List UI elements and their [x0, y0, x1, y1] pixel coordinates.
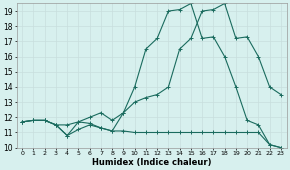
X-axis label: Humidex (Indice chaleur): Humidex (Indice chaleur): [92, 158, 211, 167]
